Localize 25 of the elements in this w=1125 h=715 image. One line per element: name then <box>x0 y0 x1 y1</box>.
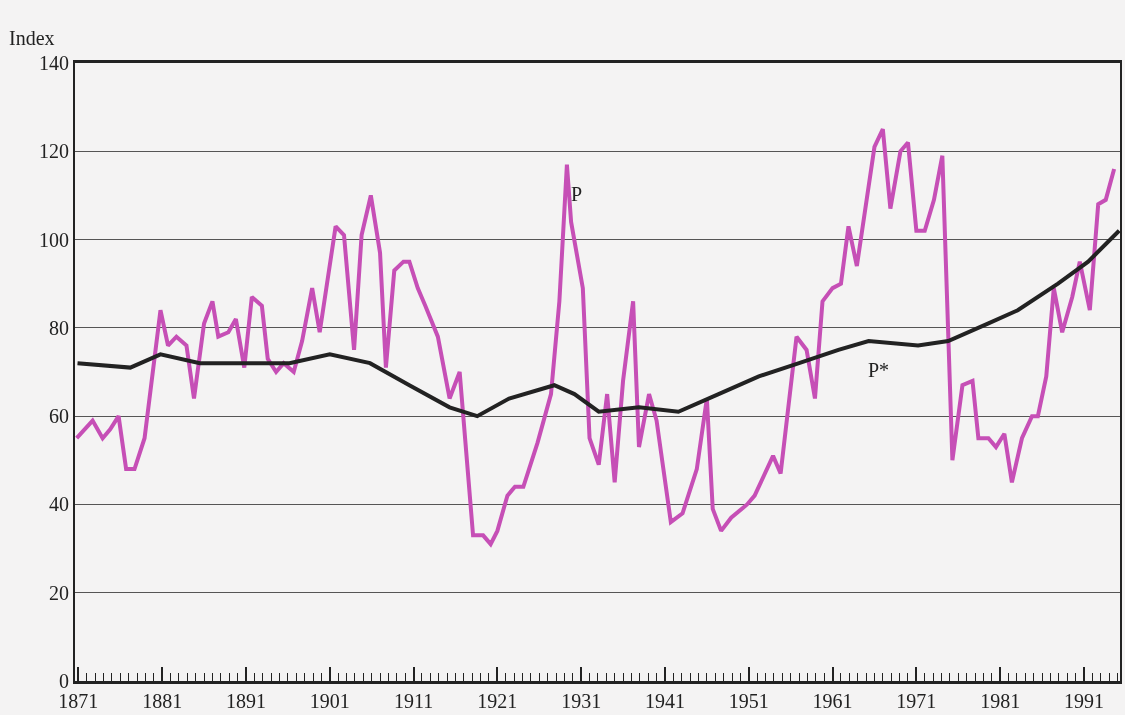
x-tick-label: 1871 <box>58 690 99 712</box>
annotation: P <box>571 183 583 205</box>
x-tick-label: 1901 <box>309 690 350 712</box>
x-tick-label: 1981 <box>980 690 1021 712</box>
x-tick-label: 1941 <box>644 690 685 712</box>
y-tick-label: 140 <box>39 52 69 74</box>
y-tick-label: 100 <box>39 228 69 251</box>
x-tick-label: 1951 <box>728 690 769 712</box>
y-tick-label: 80 <box>49 316 69 339</box>
x-tick-label: 1991 <box>1063 690 1104 712</box>
line-series <box>75 127 1117 547</box>
x-tick-label: 1921 <box>477 690 518 712</box>
y-tick-label: 120 <box>39 140 69 163</box>
y-tick-label: 40 <box>49 493 69 516</box>
x-tick-label: 1881 <box>142 690 183 712</box>
x-tick-label: 1931 <box>561 690 602 712</box>
y-axis-title: Index <box>9 27 55 49</box>
x-tick-label: 1971 <box>896 690 937 712</box>
annotation: P* <box>868 359 890 381</box>
x-tick-label: 1961 <box>812 690 853 712</box>
x-tick-label: 1911 <box>393 690 434 712</box>
y-tick-label: 60 <box>49 405 69 428</box>
y-tick-label: 20 <box>49 581 69 604</box>
x-tick-label: 1891 <box>225 690 266 712</box>
y-tick-label: 0 <box>59 670 69 692</box>
